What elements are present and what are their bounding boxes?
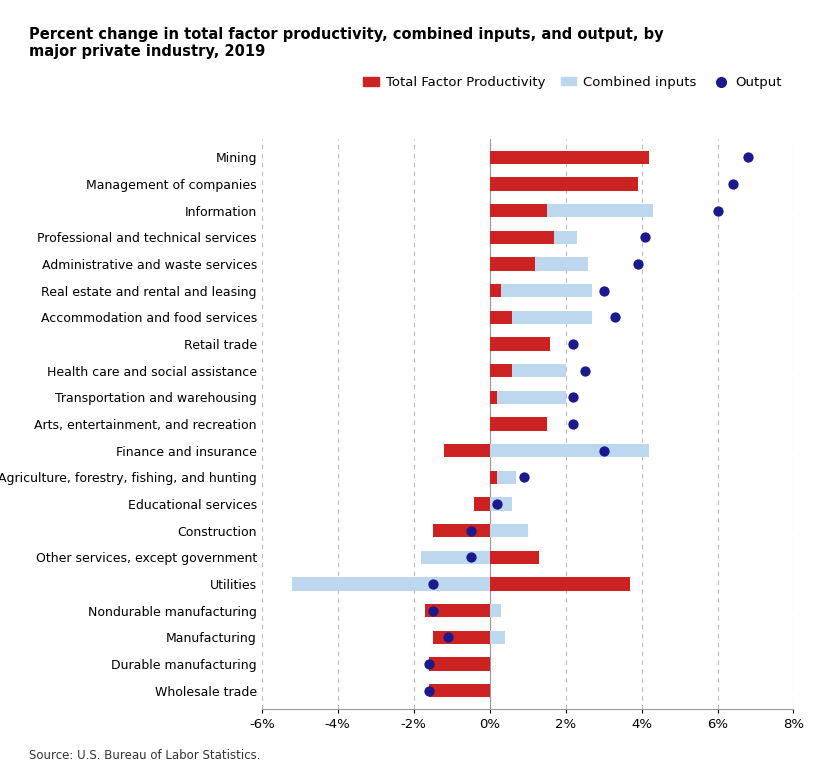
Bar [490,151,573,164]
Bar [474,497,490,510]
Bar [490,338,551,351]
Bar [490,151,649,164]
Bar [429,684,490,697]
Point [426,604,439,617]
Bar [490,177,638,190]
Point [491,498,504,510]
Point [711,204,724,217]
Bar [490,417,546,431]
Bar [490,497,512,510]
Bar [490,231,577,244]
Bar [490,604,501,618]
Point [567,391,580,403]
Bar [490,284,592,298]
Bar [490,577,630,591]
Bar [490,550,539,564]
Bar [433,631,490,644]
Bar [490,258,535,271]
Bar [429,658,490,671]
Point [426,577,439,590]
Bar [425,604,490,618]
Legend: Total Factor Productivity, Combined inputs, Output: Total Factor Productivity, Combined inpu… [358,71,787,95]
Bar [490,231,554,244]
Point [726,178,739,190]
Bar [444,444,490,457]
Bar [490,471,516,484]
Point [597,284,610,297]
Bar [490,204,653,217]
Point [639,231,652,244]
Bar [490,311,512,324]
Point [609,311,622,324]
Bar [490,417,516,431]
Point [597,445,610,457]
Bar [490,364,565,377]
Bar [490,311,592,324]
Point [578,365,591,377]
Point [422,685,435,697]
Bar [292,577,490,591]
Bar [490,524,528,537]
Bar [490,177,577,190]
Bar [421,550,490,564]
Bar [490,471,497,484]
Point [464,551,477,564]
Bar [433,524,490,537]
Bar [490,391,497,404]
Bar [490,631,505,644]
Point [422,658,435,670]
Text: Percent change in total factor productivity, combined inputs, and output, by
maj: Percent change in total factor productiv… [29,27,663,59]
Point [567,418,580,430]
Bar [490,391,565,404]
Bar [490,258,588,271]
Point [741,151,754,163]
Point [441,631,454,644]
Text: Source: U.S. Bureau of Labor Statistics.: Source: U.S. Bureau of Labor Statistics. [29,749,260,762]
Point [464,524,477,537]
Bar [490,338,512,351]
Bar [490,204,546,217]
Point [567,338,580,350]
Bar [490,284,501,298]
Bar [490,444,649,457]
Bar [490,364,512,377]
Point [631,258,645,271]
Point [517,471,530,483]
